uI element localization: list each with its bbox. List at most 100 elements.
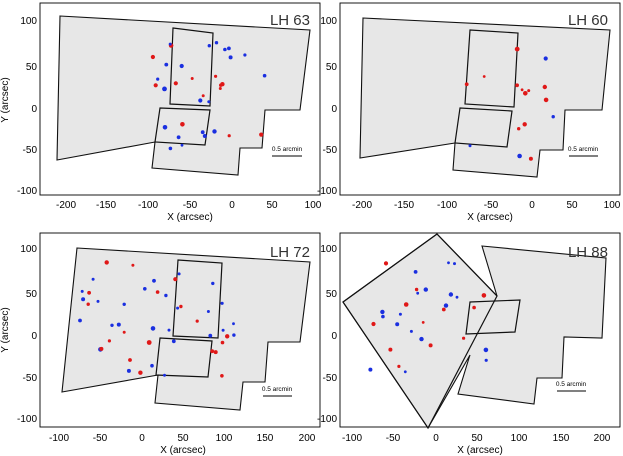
- panel-lh63: 100 50 0 -50 -100 Y (arcsec) -200 -150 -…: [0, 2, 322, 223]
- xtick-label: -200: [352, 200, 372, 211]
- blue-star-marker: [168, 146, 173, 151]
- blue-star-marker: [517, 153, 522, 159]
- scale-bar-label: 0.5 arcmin: [556, 381, 587, 388]
- xtick-label: 0: [229, 200, 235, 211]
- red-star-marker: [517, 127, 521, 131]
- blue-star-marker: [78, 318, 82, 323]
- blue-star-marker: [381, 314, 385, 319]
- blue-star-marker: [80, 289, 84, 293]
- red-star-marker: [462, 336, 466, 340]
- blue-star-marker: [447, 261, 450, 265]
- axes-frame: [39, 2, 321, 196]
- star-markers: [368, 261, 489, 374]
- red-star-marker: [214, 74, 218, 78]
- blue-star-marker: [91, 277, 95, 281]
- blue-star-marker: [164, 293, 168, 298]
- red-star-marker: [523, 91, 528, 96]
- xtick-label: 150: [553, 433, 570, 444]
- star-markers: [464, 46, 555, 161]
- red-star-marker: [481, 293, 487, 298]
- blue-star-marker: [162, 125, 168, 130]
- red-star-marker: [150, 54, 155, 60]
- xtick-label: -200: [56, 200, 76, 211]
- ytick-label: 100: [20, 16, 37, 27]
- xtick-label: 50: [177, 433, 189, 444]
- red-star-marker: [179, 304, 183, 309]
- blue-star-marker: [167, 328, 171, 332]
- blue-star-marker: [223, 47, 227, 52]
- xtick-label: -100: [437, 200, 457, 211]
- ytick-label: 100: [320, 244, 337, 255]
- blue-star-marker: [262, 73, 267, 78]
- ytick-label: 50: [326, 62, 338, 73]
- red-star-marker: [122, 330, 126, 334]
- x-axis-label: X (arcsec): [457, 445, 503, 456]
- ytick-label: -100: [317, 414, 337, 425]
- panel-title: LH 63: [270, 12, 310, 29]
- blue-star-marker: [243, 53, 247, 57]
- ytick-label: -50: [23, 373, 38, 384]
- red-star-marker: [138, 370, 143, 375]
- field-outline: [465, 299, 521, 335]
- ytick-label: -100: [17, 414, 37, 425]
- axes-frame: [339, 2, 621, 196]
- scale-bar-label: 0.5 arcmin: [568, 146, 599, 153]
- red-star-marker: [213, 350, 218, 355]
- blue-star-marker: [443, 303, 449, 308]
- blue-star-marker: [116, 322, 121, 327]
- blue-star-marker: [551, 115, 555, 119]
- blue-star-marker: [380, 309, 385, 315]
- ytick-label: -50: [323, 145, 338, 156]
- red-star-marker: [227, 134, 231, 138]
- xtick-label: 200: [299, 433, 316, 444]
- red-star-marker: [421, 321, 425, 324]
- panel-lh60: 100 50 0 -50 -100 -200 -150 -100 -50 0 5…: [317, 2, 621, 223]
- blue-star-marker: [163, 373, 166, 377]
- red-star-marker: [397, 364, 401, 368]
- red-star-marker: [220, 340, 225, 345]
- blue-star-marker: [202, 134, 207, 138]
- red-star-marker: [173, 81, 178, 86]
- red-star-marker: [87, 290, 91, 295]
- blue-star-marker: [416, 291, 420, 295]
- red-star-marker: [522, 122, 527, 127]
- xtick-label: -150: [394, 200, 414, 211]
- field-outline: [172, 259, 223, 339]
- red-star-marker: [515, 83, 519, 88]
- ytick-label: 0: [331, 104, 337, 115]
- blue-star-marker: [423, 287, 428, 292]
- red-star-marker: [464, 82, 469, 87]
- scale-bar-label: 0.5 arcmin: [272, 146, 303, 153]
- panel-lh72: 100 50 0 -50 -100 Y (arcsec) -100 -50 0 …: [0, 232, 321, 456]
- xtick-label: 100: [511, 433, 528, 444]
- red-star-marker: [153, 83, 158, 88]
- blue-star-marker: [171, 339, 176, 344]
- red-star-marker: [225, 334, 230, 339]
- xtick-label: -100: [49, 433, 69, 444]
- red-star-marker: [99, 346, 104, 351]
- xtick-label: 100: [305, 200, 322, 211]
- red-star-marker: [414, 287, 419, 292]
- red-star-marker: [146, 340, 152, 345]
- red-star-marker: [107, 339, 111, 343]
- red-star-marker: [441, 307, 446, 312]
- axes-frame: [39, 232, 321, 428]
- ytick-label: 0: [331, 331, 337, 342]
- y-axis-label: Y (arcsec): [0, 307, 11, 352]
- ytick-label: -100: [317, 186, 337, 197]
- ytick-label: 100: [20, 244, 37, 255]
- xtick-label: 50: [266, 200, 278, 211]
- blue-star-marker: [448, 292, 454, 297]
- red-star-marker: [190, 77, 194, 80]
- xtick-label: 0: [139, 433, 145, 444]
- blue-star-marker: [176, 135, 181, 140]
- blue-star-marker: [220, 301, 224, 305]
- blue-star-marker: [207, 44, 211, 48]
- red-star-marker: [173, 277, 178, 282]
- ytick-label: 0: [31, 331, 37, 342]
- red-star-marker: [128, 358, 132, 362]
- red-star-marker: [218, 87, 222, 90]
- field-outline: [169, 27, 214, 107]
- blue-star-marker: [207, 100, 211, 104]
- blue-star-marker: [122, 302, 126, 306]
